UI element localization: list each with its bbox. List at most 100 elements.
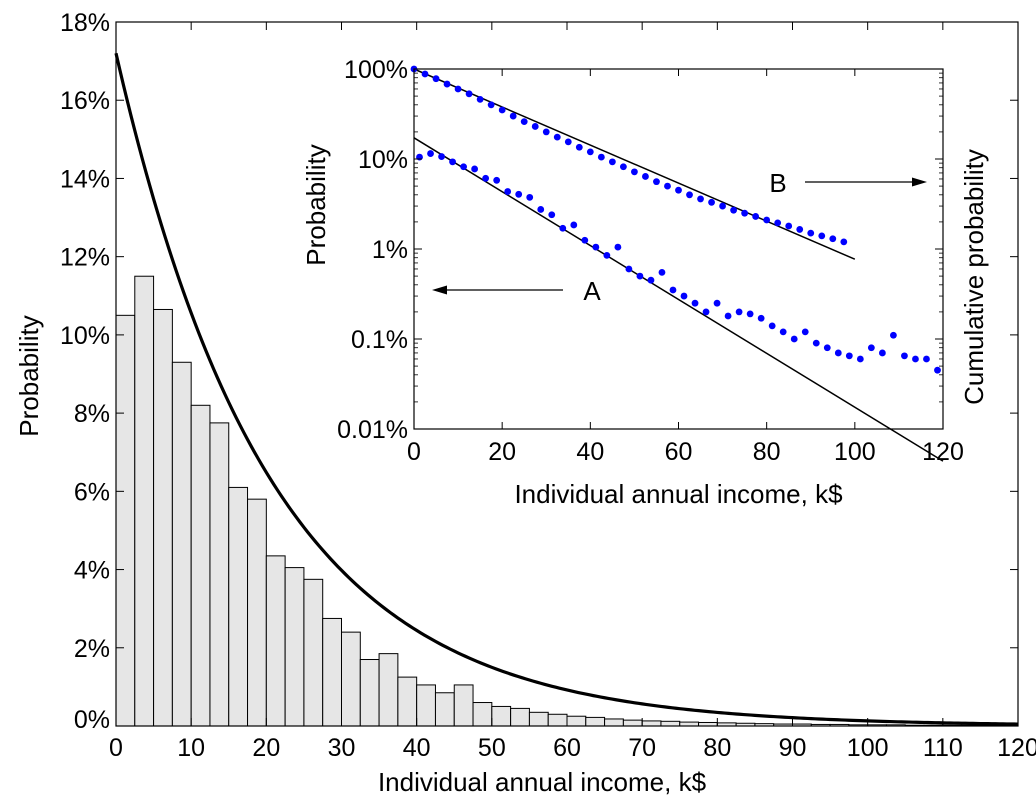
inset-point-a: [504, 188, 512, 195]
inset-point-a: [592, 243, 600, 251]
histogram-bar: [209, 422, 230, 727]
histogram-bar: [228, 486, 249, 727]
inset-point-b: [796, 226, 804, 233]
inset-point-b: [509, 112, 517, 120]
histogram-bar: [247, 498, 267, 727]
inset-fit-line-b: [413, 68, 856, 260]
histogram-bar: [491, 705, 512, 727]
inset-x-axis-label: Individual annual income, k$: [514, 479, 843, 509]
histogram-bar: [510, 707, 530, 727]
y-tick-label: 14%: [60, 165, 110, 193]
histogram-bar: [359, 659, 380, 727]
main-chart-panel: 0 10 20 30 40 50 60 70 80 90 100 110 120 0% 2% 4% 6% 8% 10…: [14, 9, 1036, 797]
inset-point-b: [564, 138, 572, 146]
inset-point-b: [608, 158, 616, 166]
inset-background: [414, 67, 943, 431]
inset-point-a: [680, 292, 688, 300]
histogram-bar: [528, 711, 549, 727]
inset-point-b: [664, 182, 671, 190]
inset-point-a: [757, 314, 765, 322]
inset-point-a: [636, 272, 644, 280]
inset-point-b: [774, 219, 782, 227]
inset-point-a: [460, 163, 467, 171]
y-axis-label: Probability: [14, 315, 44, 436]
inset-point-b: [686, 191, 693, 199]
inset-point-a: [603, 251, 611, 259]
inset-point-b: [487, 101, 495, 109]
inset-point-a: [735, 308, 743, 316]
inset-point-b: [520, 118, 528, 126]
inset-point-a: [878, 349, 886, 357]
y-tick-label: 2%: [74, 635, 110, 663]
x-tick-label: 20: [252, 734, 280, 762]
y-tick-label: 4%: [74, 557, 110, 585]
inset-point-a: [625, 265, 633, 273]
inset-point-b: [840, 238, 848, 246]
inset-point-a: [768, 322, 776, 330]
x-tick-label: 80: [703, 734, 731, 762]
annotation-a-arrowhead: [432, 285, 447, 295]
inset-point-b: [829, 235, 837, 243]
inset-point-a: [570, 221, 578, 229]
inset-point-a: [669, 286, 677, 294]
inset-point-b: [818, 232, 826, 240]
x-tick-label: 60: [553, 734, 581, 762]
inset-point-a: [934, 366, 941, 374]
histogram-bar: [416, 684, 436, 727]
y-tick-label: 16%: [60, 87, 110, 115]
histogram-bar: [397, 676, 418, 727]
inset-point-a: [923, 355, 930, 363]
inset-point-a: [581, 236, 589, 244]
inset-point-b: [443, 80, 451, 88]
histogram-bar: [134, 275, 155, 727]
inset-point-a: [724, 312, 732, 320]
histogram-bar: [303, 578, 324, 727]
x-tick-label: 120: [997, 734, 1036, 762]
inset-y-axis-label-left: Probability: [301, 144, 331, 265]
x-tick-label: 110: [923, 734, 963, 762]
inset-point-b: [675, 186, 682, 194]
inset-y-tick-label: 10%: [358, 146, 408, 174]
inset-point-a: [713, 299, 721, 307]
histogram-bar: [284, 567, 305, 727]
inset-point-a: [801, 328, 809, 336]
histogram-bar: [153, 308, 173, 727]
inset-point-a: [493, 176, 501, 184]
inset-point-a: [823, 344, 831, 352]
inset-x-tick-label: 80: [753, 438, 781, 466]
inset-y-tick-label: 100%: [344, 56, 408, 84]
x-tick-label: 100: [847, 734, 889, 762]
inset-point-a: [427, 150, 434, 157]
histogram-bar: [171, 361, 192, 727]
inset-x-tick-label: 100: [834, 438, 876, 466]
inset-x-tick-label: 120: [922, 438, 964, 466]
inset-point-a: [912, 355, 919, 363]
inset-point-b: [597, 153, 605, 161]
x-axis-label: Individual annual income, k$: [378, 767, 707, 797]
inset-point-b: [575, 143, 583, 151]
inset-point-b: [620, 163, 627, 171]
inset-chart-panel: 0 20 40 60 80 100 120 0.01% 0.1% 1% 10% 100% Individ…: [301, 56, 989, 509]
inset-point-a: [856, 355, 864, 363]
inset-point-b: [730, 206, 737, 214]
inset-y-tick-label: 1%: [372, 236, 408, 264]
annotation-b-arrowhead: [912, 177, 927, 187]
inset-point-b: [553, 133, 561, 141]
histogram-bar: [641, 720, 662, 727]
y-tick-label: 8%: [74, 400, 110, 428]
inset-y-axis-label-right: Cumulative probability: [959, 149, 989, 405]
histogram-bar: [453, 684, 474, 727]
histogram-bar: [265, 555, 286, 727]
inset-point-b: [465, 90, 473, 98]
inset-point-a: [471, 165, 479, 173]
histogram-bar: [378, 653, 399, 727]
inset-point-a: [812, 339, 820, 347]
inset-point-b: [586, 148, 594, 156]
inset-point-b: [785, 222, 793, 230]
inset-point-b: [752, 213, 760, 220]
histogram-bar: [547, 713, 568, 727]
inset-point-b: [542, 128, 550, 136]
x-tick-label: 0: [109, 734, 123, 762]
histogram-bar: [115, 314, 136, 727]
inset-point-a: [526, 193, 534, 201]
